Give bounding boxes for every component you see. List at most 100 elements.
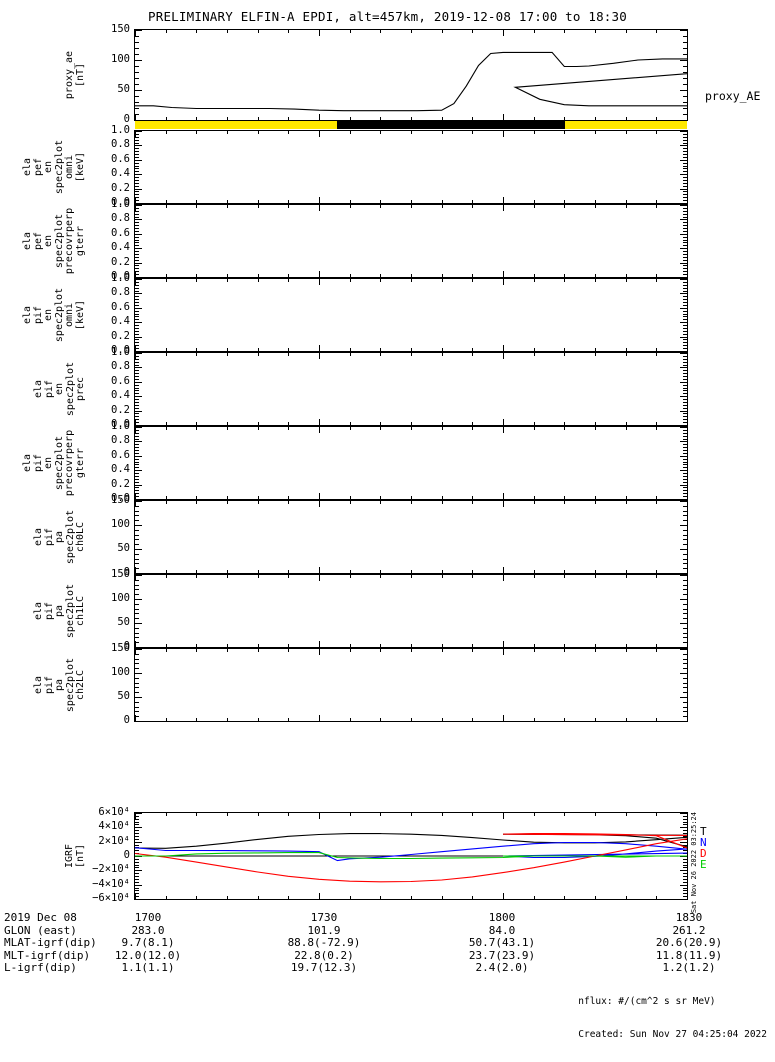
y-tick-minor xyxy=(135,362,139,363)
x-tick-major xyxy=(687,30,688,36)
y-tick-minor xyxy=(683,325,687,326)
y-tick-major xyxy=(680,411,687,412)
x-tick-minor xyxy=(135,575,136,578)
x-tick-major xyxy=(503,205,504,211)
y-tick-major xyxy=(135,234,142,235)
y-tick-minor xyxy=(135,154,139,155)
x-tick-minor xyxy=(258,422,259,425)
x-tick-major xyxy=(319,649,320,655)
x-tick-minor xyxy=(656,353,657,356)
x-tick-minor xyxy=(135,427,136,430)
y-tick-major xyxy=(680,205,687,206)
igrf-legend-T: T xyxy=(700,825,707,838)
y-tick-minor xyxy=(135,148,139,149)
y-tick-minor xyxy=(135,506,139,507)
y-tick-major xyxy=(135,90,142,91)
x-tick-minor xyxy=(227,644,228,647)
y-tick-minor xyxy=(135,143,139,144)
y-tick-label: 0.4 xyxy=(111,315,130,327)
x-tick-minor xyxy=(350,501,351,504)
x-tick-minor xyxy=(626,200,627,203)
x-tick-minor xyxy=(687,30,688,33)
y-tick-minor xyxy=(683,251,687,252)
y-tick-minor xyxy=(683,490,687,491)
x-tick-minor xyxy=(319,279,320,282)
x-tick-minor xyxy=(656,427,657,430)
y-tick-minor xyxy=(683,433,687,434)
x-tick-minor xyxy=(595,496,596,499)
y-tick-minor xyxy=(135,225,139,226)
y-tick-minor xyxy=(683,140,687,141)
annotation-value: 22.8(0.2) xyxy=(294,948,354,962)
annotation-value: 20.6(20.9) xyxy=(655,936,723,950)
y-tick-minor xyxy=(135,296,139,297)
y-tick-minor xyxy=(683,405,687,406)
y-tick-minor xyxy=(135,493,139,494)
y-tick-minor xyxy=(135,824,139,825)
annotation-value: 1800 xyxy=(488,911,516,924)
y-tick-minor xyxy=(135,200,139,201)
y-tick-minor xyxy=(683,84,687,85)
y-tick-major xyxy=(135,145,142,146)
x-tick-minor xyxy=(534,353,535,356)
y-tick-minor xyxy=(683,604,687,605)
x-tick-minor xyxy=(166,279,167,282)
y-tick-label: 150 xyxy=(111,23,130,35)
x-tick-minor xyxy=(258,30,259,33)
y-tick-minor xyxy=(683,642,687,643)
x-tick-minor xyxy=(442,813,443,816)
y-tick-label: 0.0 xyxy=(111,344,130,356)
y-tick-minor xyxy=(683,48,687,49)
y-tick-minor xyxy=(135,520,139,521)
x-tick-minor xyxy=(196,649,197,652)
x-tick-minor xyxy=(258,570,259,573)
x-tick-minor xyxy=(656,570,657,573)
x-tick-minor xyxy=(595,896,596,899)
x-tick-minor xyxy=(411,427,412,430)
x-tick-minor xyxy=(472,30,473,33)
x-tick-minor xyxy=(564,422,565,425)
panel-label-line: pif xyxy=(43,601,54,621)
x-tick-minor xyxy=(411,501,412,504)
annotation-value: 1.2(1.2) xyxy=(662,961,716,975)
annotation-value: 261.2 xyxy=(672,923,706,937)
y-tick-label: 0.8 xyxy=(111,138,130,150)
y-tick-minor xyxy=(683,707,687,708)
x-tick-minor xyxy=(319,422,320,425)
x-tick-minor xyxy=(319,575,320,578)
panel-label-line: [keV] xyxy=(74,151,86,183)
y-tick-minor xyxy=(135,563,139,564)
y-tick-label: 0.2 xyxy=(111,478,130,490)
x-tick-minor xyxy=(656,279,657,282)
x-tick-minor xyxy=(595,348,596,351)
y-tick-minor xyxy=(135,108,139,109)
x-tick-minor xyxy=(411,813,412,816)
y-tick-label: 100 xyxy=(111,53,130,65)
x-tick-minor xyxy=(442,205,443,208)
y-tick-minor xyxy=(135,163,139,164)
y-tick-major xyxy=(680,673,687,674)
x-tick-major xyxy=(687,427,688,433)
y-tick-minor xyxy=(683,476,687,477)
y-tick-minor xyxy=(135,859,139,860)
y-tick-minor xyxy=(135,102,139,103)
x-tick-minor xyxy=(656,644,657,647)
y-tick-major xyxy=(680,573,687,574)
x-tick-minor xyxy=(288,117,289,120)
x-tick-minor xyxy=(350,274,351,277)
y-tick-minor xyxy=(683,408,687,409)
x-tick-minor xyxy=(442,131,443,134)
y-tick-label: 0.6 xyxy=(111,449,130,461)
y-tick-minor xyxy=(683,296,687,297)
x-tick-major xyxy=(135,30,136,36)
y-tick-minor xyxy=(135,585,139,586)
y-tick-minor xyxy=(135,393,139,394)
x-tick-major xyxy=(687,353,688,359)
x-tick-minor xyxy=(472,200,473,203)
y-axis-labels-proxy_ae: 150 100 50 0 xyxy=(90,24,130,124)
x-tick-minor xyxy=(166,200,167,203)
panel-label-line: omni xyxy=(64,302,75,328)
annotation-value: 19.7(12.3) xyxy=(290,961,358,975)
y-tick-major xyxy=(135,293,142,294)
panel-label-line: en xyxy=(53,382,65,396)
